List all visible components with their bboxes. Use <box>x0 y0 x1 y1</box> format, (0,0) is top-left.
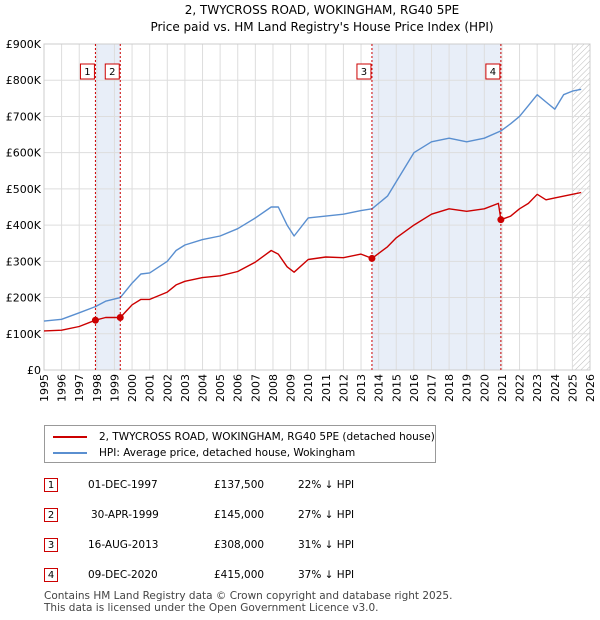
x-tick-label: 2016 <box>408 374 421 402</box>
sale-hpi-diff: 37% ↓ HPI <box>298 569 355 581</box>
x-tick-label: 2011 <box>320 374 333 402</box>
x-tick-label: 2015 <box>390 374 403 402</box>
chart-legend: 2, TWYCROSS ROAD, WOKINGHAM, RG40 5PE (d… <box>44 425 436 463</box>
sale-marker-box <box>356 63 372 80</box>
x-tick-label: 2007 <box>249 374 262 402</box>
ownership-shade <box>95 44 121 370</box>
sale-point <box>368 254 376 262</box>
sale-price: £308,000 <box>214 539 265 551</box>
x-tick-label: 1999 <box>108 374 121 402</box>
sale-marker-label: 3 <box>361 67 367 78</box>
x-tick-label: 2008 <box>267 374 280 402</box>
sale-marker-label: 1 <box>84 67 90 78</box>
plot-area <box>44 44 590 370</box>
legend-property-label: 2, TWYCROSS ROAD, WOKINGHAM, RG40 5PE (d… <box>99 431 435 443</box>
x-tick-label: 2002 <box>161 374 174 402</box>
y-tick-label: £300K <box>6 255 42 268</box>
sale-price: £145,000 <box>214 509 265 521</box>
x-tick-label: 2012 <box>337 374 350 402</box>
table-row: 2 30-APR-1999 £145,000 27% ↓ HPI <box>44 506 354 524</box>
x-tick-label: 1998 <box>91 374 104 402</box>
x-tick-label: 2018 <box>443 374 456 402</box>
hpi-line-swatch <box>53 452 87 454</box>
hpi-line <box>43 88 582 322</box>
x-tick-label: 2001 <box>144 374 157 402</box>
sale-point <box>497 216 505 224</box>
chart-title: 2, TWYCROSS ROAD, WOKINGHAM, RG40 5PE <box>185 3 459 17</box>
y-tick-label: £200K <box>6 292 42 305</box>
x-tick-label: 2017 <box>425 374 438 402</box>
sale-number-badge: 2 <box>44 508 58 522</box>
sale-date: 01-DEC-1997 <box>88 479 158 491</box>
sale-marker-label: 4 <box>490 67 496 78</box>
sale-hpi-diff: 31% ↓ HPI <box>298 539 355 551</box>
sale-marker-label: 2 <box>109 67 115 78</box>
x-tick-label: 2023 <box>531 374 544 402</box>
sale-marker-box <box>79 63 95 80</box>
x-tick-label: 2020 <box>478 374 491 402</box>
x-tick-label: 2024 <box>549 374 562 402</box>
sale-price: £137,500 <box>214 479 265 491</box>
x-tick-label: 2010 <box>302 374 315 402</box>
property-line-swatch <box>53 436 87 438</box>
y-tick-label: £600K <box>6 147 42 160</box>
y-tick-label: £400K <box>6 219 42 232</box>
x-tick-label: 2005 <box>214 374 227 402</box>
property-price-line <box>43 191 582 332</box>
table-row: 1 01-DEC-1997 £137,500 22% ↓ HPI <box>44 476 354 494</box>
sale-marker-box <box>104 63 120 80</box>
x-tick-label: 2009 <box>285 374 298 402</box>
x-tick-label: 2000 <box>126 374 139 402</box>
table-row: 4 09-DEC-2020 £415,000 37% ↓ HPI <box>44 566 354 584</box>
sale-date: 30-APR-1999 <box>91 509 159 521</box>
footer-licence: This data is licensed under the Open Gov… <box>44 602 379 614</box>
footer-attribution: Contains HM Land Registry data © Crown c… <box>44 590 452 614</box>
sale-date: 09-DEC-2020 <box>88 569 158 581</box>
x-tick-label: 2006 <box>232 374 245 402</box>
x-tick-label: 2003 <box>179 374 192 402</box>
x-tick-label: 2019 <box>461 374 474 402</box>
y-tick-label: £800K <box>6 74 42 87</box>
table-row: 3 16-AUG-2013 £308,000 31% ↓ HPI <box>44 536 354 554</box>
y-tick-label: £100K <box>6 328 42 341</box>
sale-number-badge: 3 <box>44 538 58 552</box>
footer-copyright: Contains HM Land Registry data © Crown c… <box>44 590 453 602</box>
legend-item-property: 2, TWYCROSS ROAD, WOKINGHAM, RG40 5PE (d… <box>53 429 435 445</box>
sale-marker-box <box>485 63 501 80</box>
sale-number-badge: 4 <box>44 568 58 582</box>
price-chart: 2, TWYCROSS ROAD, WOKINGHAM, RG40 5PE Pr… <box>6 3 597 402</box>
plot-border <box>43 43 591 371</box>
sale-date: 16-AUG-2013 <box>88 539 159 551</box>
forecast-hatch <box>572 44 590 370</box>
legend-item-hpi: HPI: Average price, detached house, Woki… <box>53 445 355 461</box>
sale-number-badge: 1 <box>44 478 58 492</box>
y-tick-label: £0 <box>27 364 41 377</box>
legend-hpi-label: HPI: Average price, detached house, Woki… <box>99 447 356 459</box>
sale-hpi-diff: 27% ↓ HPI <box>298 509 355 521</box>
sale-hpi-diff: 22% ↓ HPI <box>298 479 355 491</box>
chart-subtitle: Price paid vs. HM Land Registry's House … <box>150 20 493 34</box>
y-tick-label: £700K <box>6 110 42 123</box>
ownership-shade <box>371 44 501 370</box>
x-tick-label: 2022 <box>514 374 527 402</box>
x-tick-label: 2025 <box>566 374 579 402</box>
x-tick-label: 1995 <box>38 374 51 402</box>
y-tick-label: £500K <box>6 183 42 196</box>
y-tick-label: £900K <box>6 38 42 51</box>
x-tick-label: 2004 <box>197 374 210 402</box>
x-tick-label: 2013 <box>355 374 368 402</box>
x-tick-label: 2014 <box>373 374 386 402</box>
x-tick-label: 1996 <box>56 374 69 402</box>
sale-point <box>116 313 124 321</box>
sale-price: £415,000 <box>214 569 265 581</box>
x-tick-label: 2021 <box>496 374 509 402</box>
sale-point <box>91 316 99 324</box>
x-tick-label: 1997 <box>73 374 86 402</box>
x-tick-label: 2026 <box>584 374 597 402</box>
